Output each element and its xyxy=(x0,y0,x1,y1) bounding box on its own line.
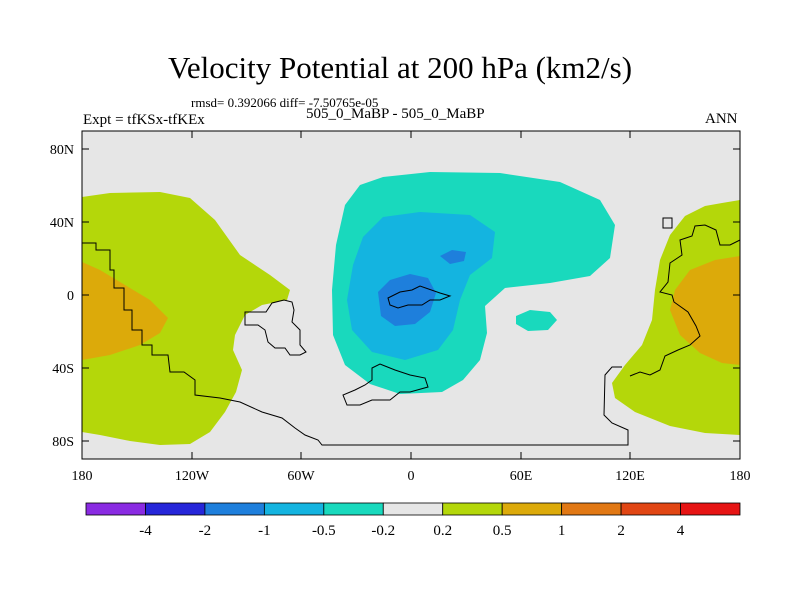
colorbar-cell xyxy=(620,502,681,516)
coastline-europe xyxy=(244,299,307,356)
lon-tick-label: 0 xyxy=(408,469,415,484)
colorbar-label: 2 xyxy=(617,523,625,539)
colorbar-label: -1 xyxy=(258,523,271,539)
map-frame xyxy=(81,130,741,460)
blue-region-small xyxy=(440,250,466,264)
colorbar-label: 0.5 xyxy=(493,523,512,539)
lat-tick-label: 40N xyxy=(50,216,74,231)
lat-tick-label: 0 xyxy=(67,289,74,304)
colorbar-cell xyxy=(442,502,503,516)
lon-tick-label: 180 xyxy=(72,469,93,484)
lime-region-west xyxy=(82,192,290,445)
colorbar-cell xyxy=(145,502,206,516)
colorbar-cell xyxy=(263,502,325,516)
coastline-americas xyxy=(82,242,629,446)
lon-tick-label: 120W xyxy=(175,469,210,484)
orange-region-east xyxy=(670,256,740,365)
coastline-africa xyxy=(387,285,452,309)
plot-title: Velocity Potential at 200 hPa (km2/s) xyxy=(167,50,633,85)
coastline-asia xyxy=(629,224,741,377)
colorbar-label: 0.2 xyxy=(433,523,452,539)
season-label: ANN xyxy=(705,111,738,127)
colorbar-label: -0.5 xyxy=(312,523,336,539)
case-label: 505_0_MaBP - 505_0_MaBP xyxy=(306,106,485,122)
orange-region-west xyxy=(82,262,168,360)
coastline-greenland xyxy=(662,217,673,229)
lat-tick-label: 40S xyxy=(52,362,74,377)
colorbar-cell xyxy=(561,502,622,516)
lon-tick-label: 60W xyxy=(287,469,315,484)
colorbar-cell xyxy=(204,502,265,516)
lon-tick-label: 60E xyxy=(510,469,533,484)
colorbar-label: 1 xyxy=(558,523,566,539)
coastlines xyxy=(82,217,741,446)
colorbar-label: 4 xyxy=(677,523,685,539)
stats-label: rmsd= 0.392066 diff= -7.50765e-05 xyxy=(191,95,379,110)
coastline-australia xyxy=(342,363,429,406)
lon-tick-label: 180 xyxy=(730,469,751,484)
colorbar-label: -2 xyxy=(199,523,212,539)
lon-tick-label: 120E xyxy=(615,469,645,484)
colorbar-cell xyxy=(85,502,146,516)
colorbar-cell xyxy=(501,502,563,516)
colorbar-label: -4 xyxy=(139,523,152,539)
colorbar: -4 -2 -1 -0.5 -0.2 0.2 0.5 1 2 4 xyxy=(85,502,741,539)
cyan-blob-east xyxy=(516,310,557,331)
colorbar-cell xyxy=(382,502,444,516)
experiment-label: Expt = tfKSx-tfKEx xyxy=(83,112,205,128)
colorbar-cell xyxy=(680,502,741,516)
lat-tick-label: 80S xyxy=(52,435,74,450)
colorbar-label: -0.2 xyxy=(371,523,395,539)
lat-tick-label: 80N xyxy=(50,143,74,158)
colorbar-cell xyxy=(323,502,384,516)
